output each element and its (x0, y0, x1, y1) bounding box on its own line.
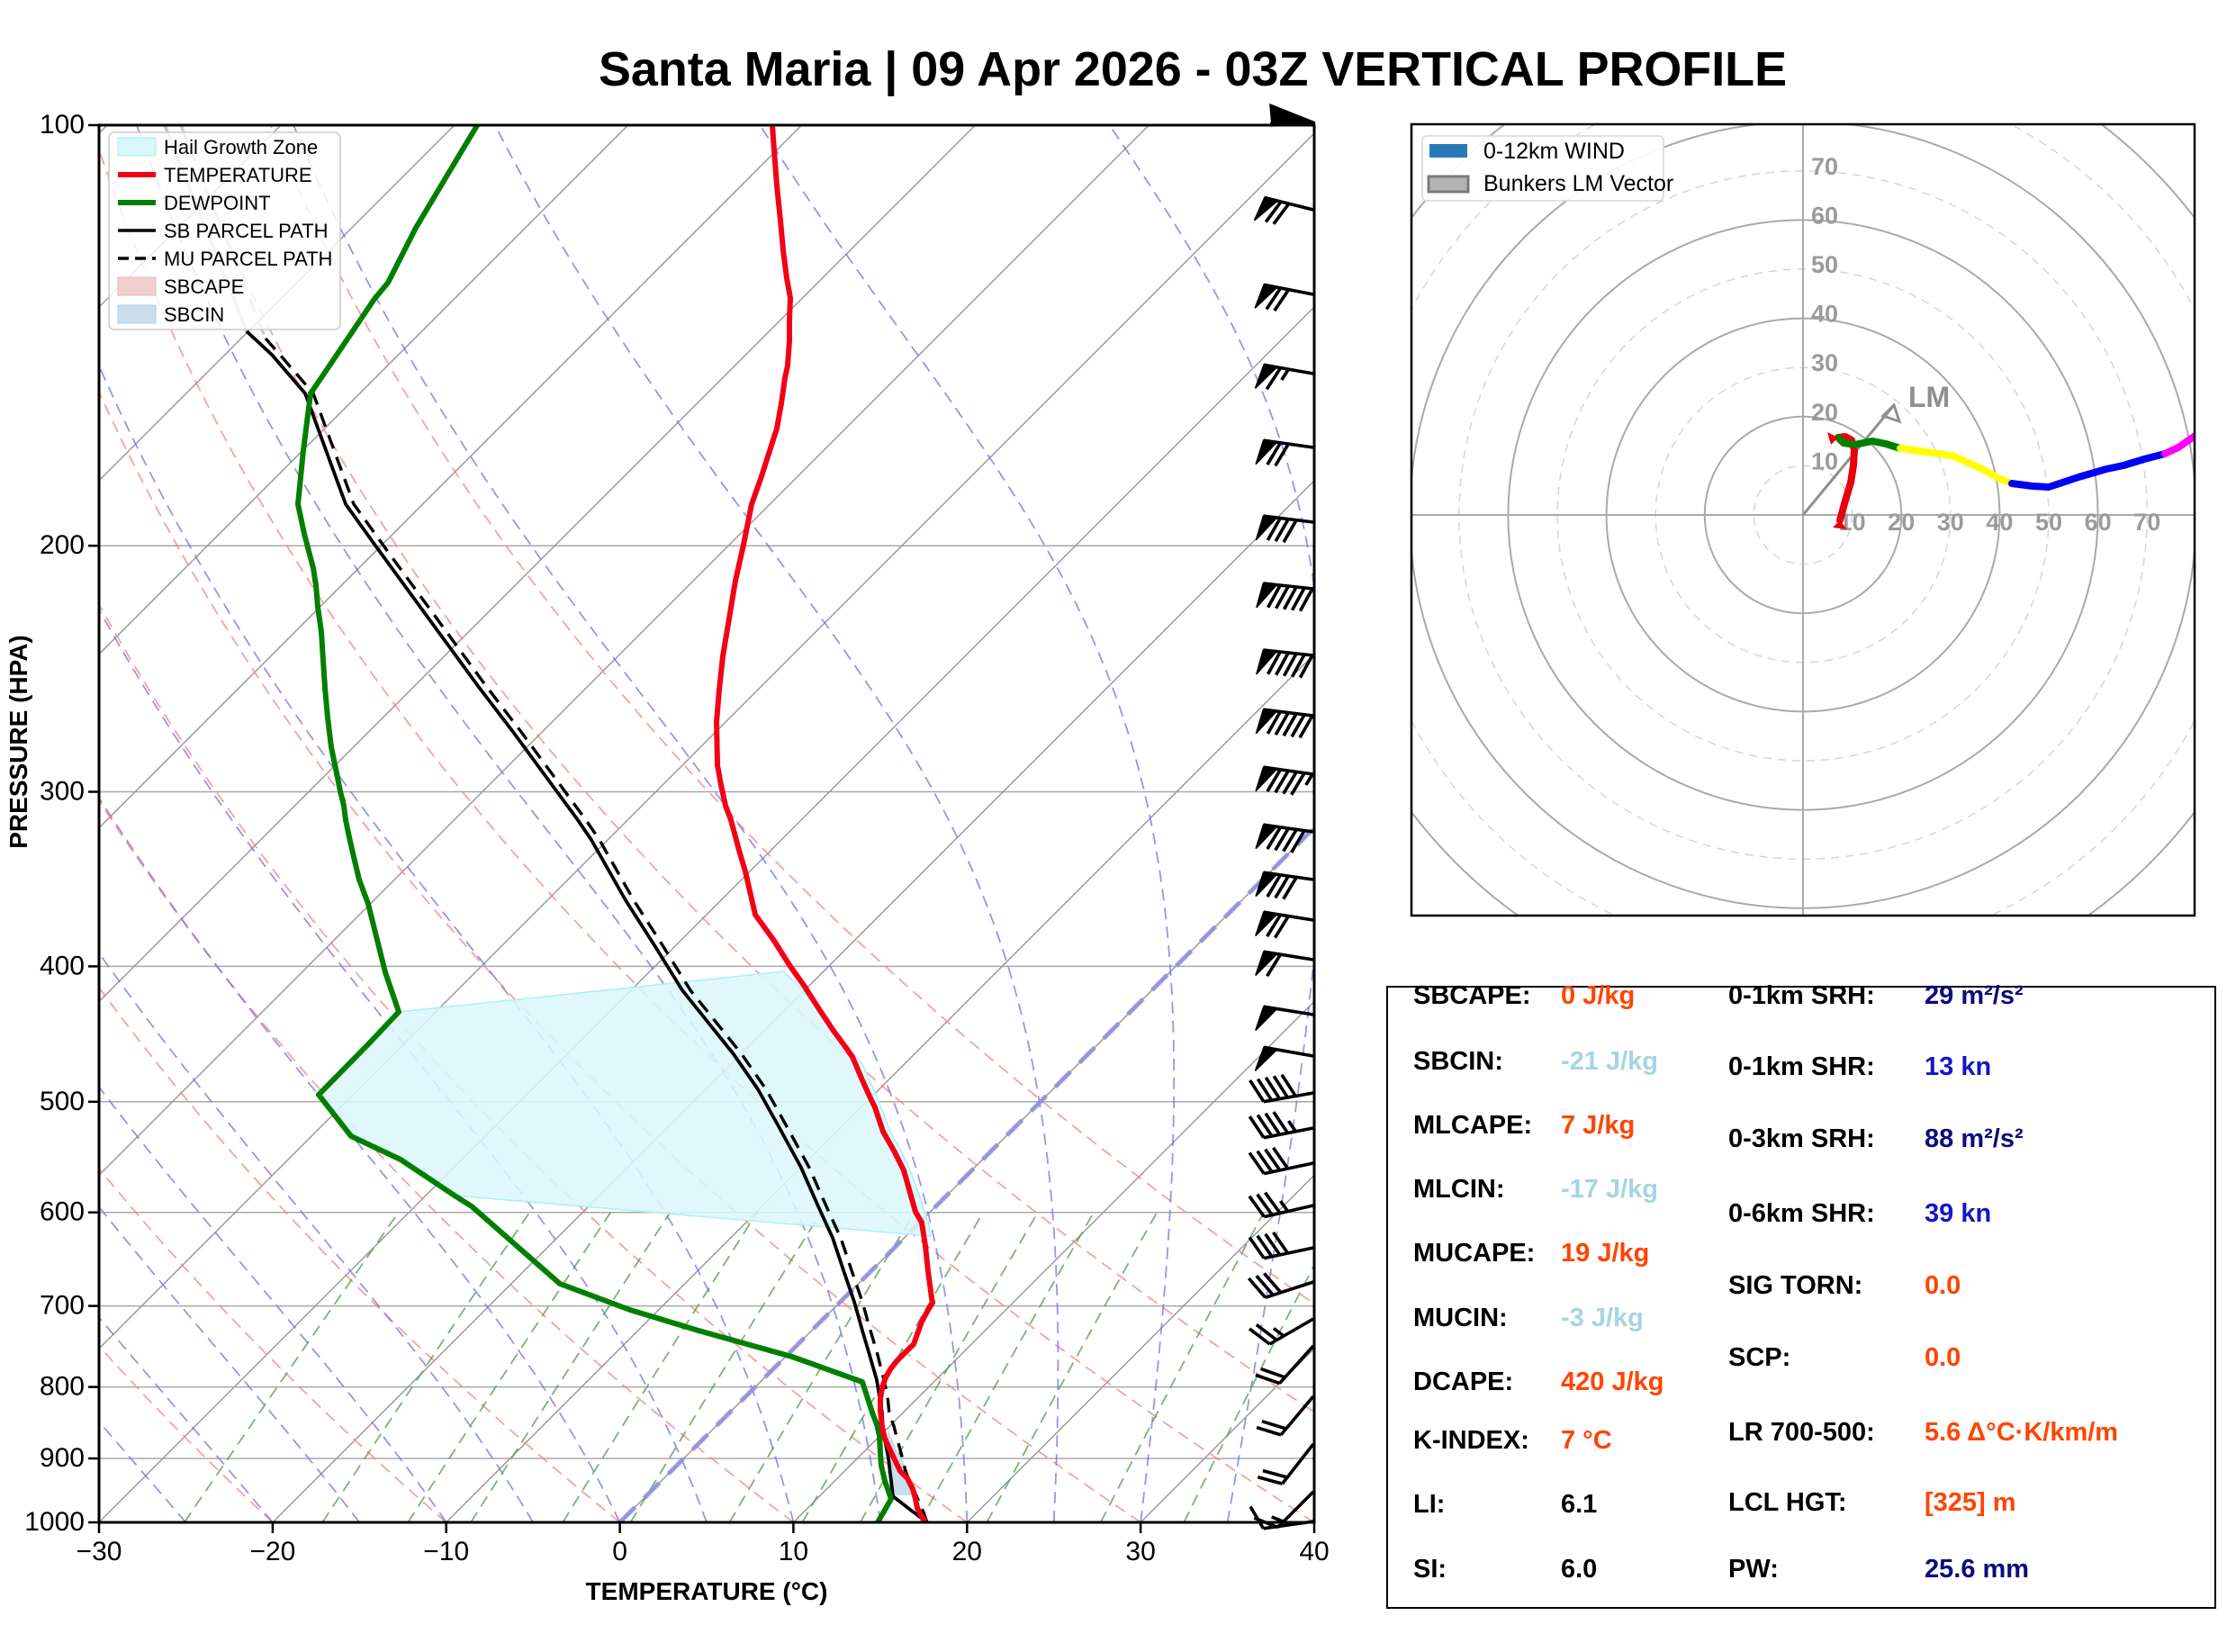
svg-text:29 m²/s²: 29 m²/s² (1925, 981, 2024, 1010)
svg-text:0-1km SRH:: 0-1km SRH: (1728, 981, 1875, 1010)
svg-text:6.1: 6.1 (1561, 1490, 1597, 1519)
svg-text:MUCIN:: MUCIN: (1413, 1304, 1508, 1332)
svg-text:6.0: 6.0 (1561, 1555, 1597, 1584)
svg-text:[325] m: [325] m (1925, 1488, 2016, 1517)
svg-text:13 kn: 13 kn (1925, 1052, 1991, 1081)
svg-text:10: 10 (1811, 447, 1838, 474)
svg-text:200: 200 (40, 530, 85, 560)
svg-text:0.0: 0.0 (1925, 1343, 1961, 1372)
svg-text:DEWPOINT: DEWPOINT (164, 192, 271, 214)
svg-text:0.0: 0.0 (1925, 1271, 1961, 1300)
svg-text:100: 100 (40, 110, 85, 140)
svg-text:20: 20 (1811, 399, 1838, 426)
svg-text:7 °C: 7 °C (1561, 1426, 1612, 1455)
svg-text:5.6 Δ°C·K/km/m: 5.6 Δ°C·K/km/m (1925, 1418, 2118, 1447)
svg-text:Bunkers LM Vector: Bunkers LM Vector (1483, 171, 1673, 196)
svg-text:70: 70 (2133, 509, 2160, 536)
svg-text:-17 J/kg: -17 J/kg (1561, 1175, 1658, 1204)
svg-text:60: 60 (2085, 509, 2112, 536)
svg-text:25.6 mm: 25.6 mm (1925, 1555, 2029, 1584)
svg-text:20: 20 (952, 1537, 982, 1566)
svg-text:30: 30 (1937, 509, 1964, 536)
svg-text:SBCAPE:: SBCAPE: (1413, 981, 1531, 1010)
svg-text:LM: LM (1908, 381, 1950, 413)
svg-text:SB PARCEL PATH: SB PARCEL PATH (164, 220, 329, 242)
svg-text:MLCAPE:: MLCAPE: (1413, 1111, 1532, 1140)
svg-text:PW:: PW: (1728, 1555, 1779, 1584)
svg-text:19 J/kg: 19 J/kg (1561, 1239, 1649, 1268)
svg-text:K-INDEX:: K-INDEX: (1413, 1426, 1529, 1455)
svg-text:400: 400 (40, 951, 85, 980)
svg-text:LCL HGT:: LCL HGT: (1728, 1488, 1847, 1517)
svg-text:SIG TORN:: SIG TORN: (1728, 1271, 1862, 1300)
svg-text:40: 40 (1811, 301, 1838, 328)
svg-text:0-12km WIND: 0-12km WIND (1483, 139, 1625, 164)
svg-text:LR 700-500:: LR 700-500: (1728, 1418, 1875, 1447)
svg-text:SCP:: SCP: (1728, 1343, 1790, 1372)
svg-text:SBCIN:: SBCIN: (1413, 1047, 1503, 1076)
svg-text:10: 10 (779, 1537, 808, 1566)
svg-text:40: 40 (1986, 509, 2013, 536)
svg-text:900: 900 (40, 1443, 85, 1473)
svg-text:20: 20 (1888, 509, 1915, 536)
svg-text:−10: −10 (423, 1537, 469, 1566)
svg-text:SBCIN: SBCIN (164, 303, 224, 326)
svg-text:300: 300 (40, 777, 85, 807)
svg-text:600: 600 (40, 1197, 85, 1227)
svg-text:88 m²/s²: 88 m²/s² (1925, 1124, 2024, 1153)
svg-text:MUCAPE:: MUCAPE: (1413, 1239, 1535, 1268)
svg-text:SBCAPE: SBCAPE (164, 275, 244, 298)
svg-text:Santa Maria | 09 Apr 2026 - 03: Santa Maria | 09 Apr 2026 - 03Z VERTICAL… (599, 42, 1787, 97)
svg-text:SI:: SI: (1413, 1555, 1447, 1584)
svg-text:−30: −30 (77, 1537, 122, 1566)
svg-text:PRESSURE (HPA): PRESSURE (HPA) (5, 635, 32, 849)
svg-text:TEMPERATURE (°C): TEMPERATURE (°C) (586, 1577, 828, 1605)
svg-text:-21 J/kg: -21 J/kg (1561, 1047, 1658, 1076)
svg-text:700: 700 (40, 1291, 85, 1321)
svg-text:0-6km SHR:: 0-6km SHR: (1728, 1199, 1875, 1228)
svg-text:-3 J/kg: -3 J/kg (1561, 1304, 1644, 1332)
svg-text:0: 0 (612, 1537, 627, 1566)
svg-text:−20: −20 (249, 1537, 295, 1566)
svg-text:500: 500 (40, 1087, 85, 1116)
svg-text:40: 40 (1299, 1537, 1329, 1566)
svg-text:30: 30 (1125, 1537, 1155, 1566)
svg-text:50: 50 (1811, 251, 1838, 278)
svg-text:0-3km SRH:: 0-3km SRH: (1728, 1124, 1875, 1153)
svg-text:60: 60 (1811, 202, 1838, 229)
svg-text:Hail Growth Zone: Hail Growth Zone (164, 136, 318, 158)
svg-text:420 J/kg: 420 J/kg (1561, 1368, 1663, 1396)
svg-text:39 kn: 39 kn (1925, 1199, 1991, 1228)
svg-text:DCAPE:: DCAPE: (1413, 1368, 1513, 1396)
svg-text:800: 800 (40, 1372, 85, 1402)
svg-text:30: 30 (1811, 349, 1838, 376)
svg-text:7 J/kg: 7 J/kg (1561, 1111, 1635, 1140)
svg-text:TEMPERATURE: TEMPERATURE (164, 164, 312, 186)
svg-text:70: 70 (1811, 153, 1838, 180)
svg-text:MU PARCEL PATH: MU PARCEL PATH (164, 248, 332, 270)
svg-text:MLCIN:: MLCIN: (1413, 1175, 1504, 1204)
svg-text:LI:: LI: (1413, 1490, 1445, 1519)
svg-text:0-1km SHR:: 0-1km SHR: (1728, 1052, 1875, 1081)
svg-text:1000: 1000 (24, 1507, 85, 1537)
svg-text:50: 50 (2035, 509, 2062, 536)
svg-text:0 J/kg: 0 J/kg (1561, 981, 1635, 1010)
